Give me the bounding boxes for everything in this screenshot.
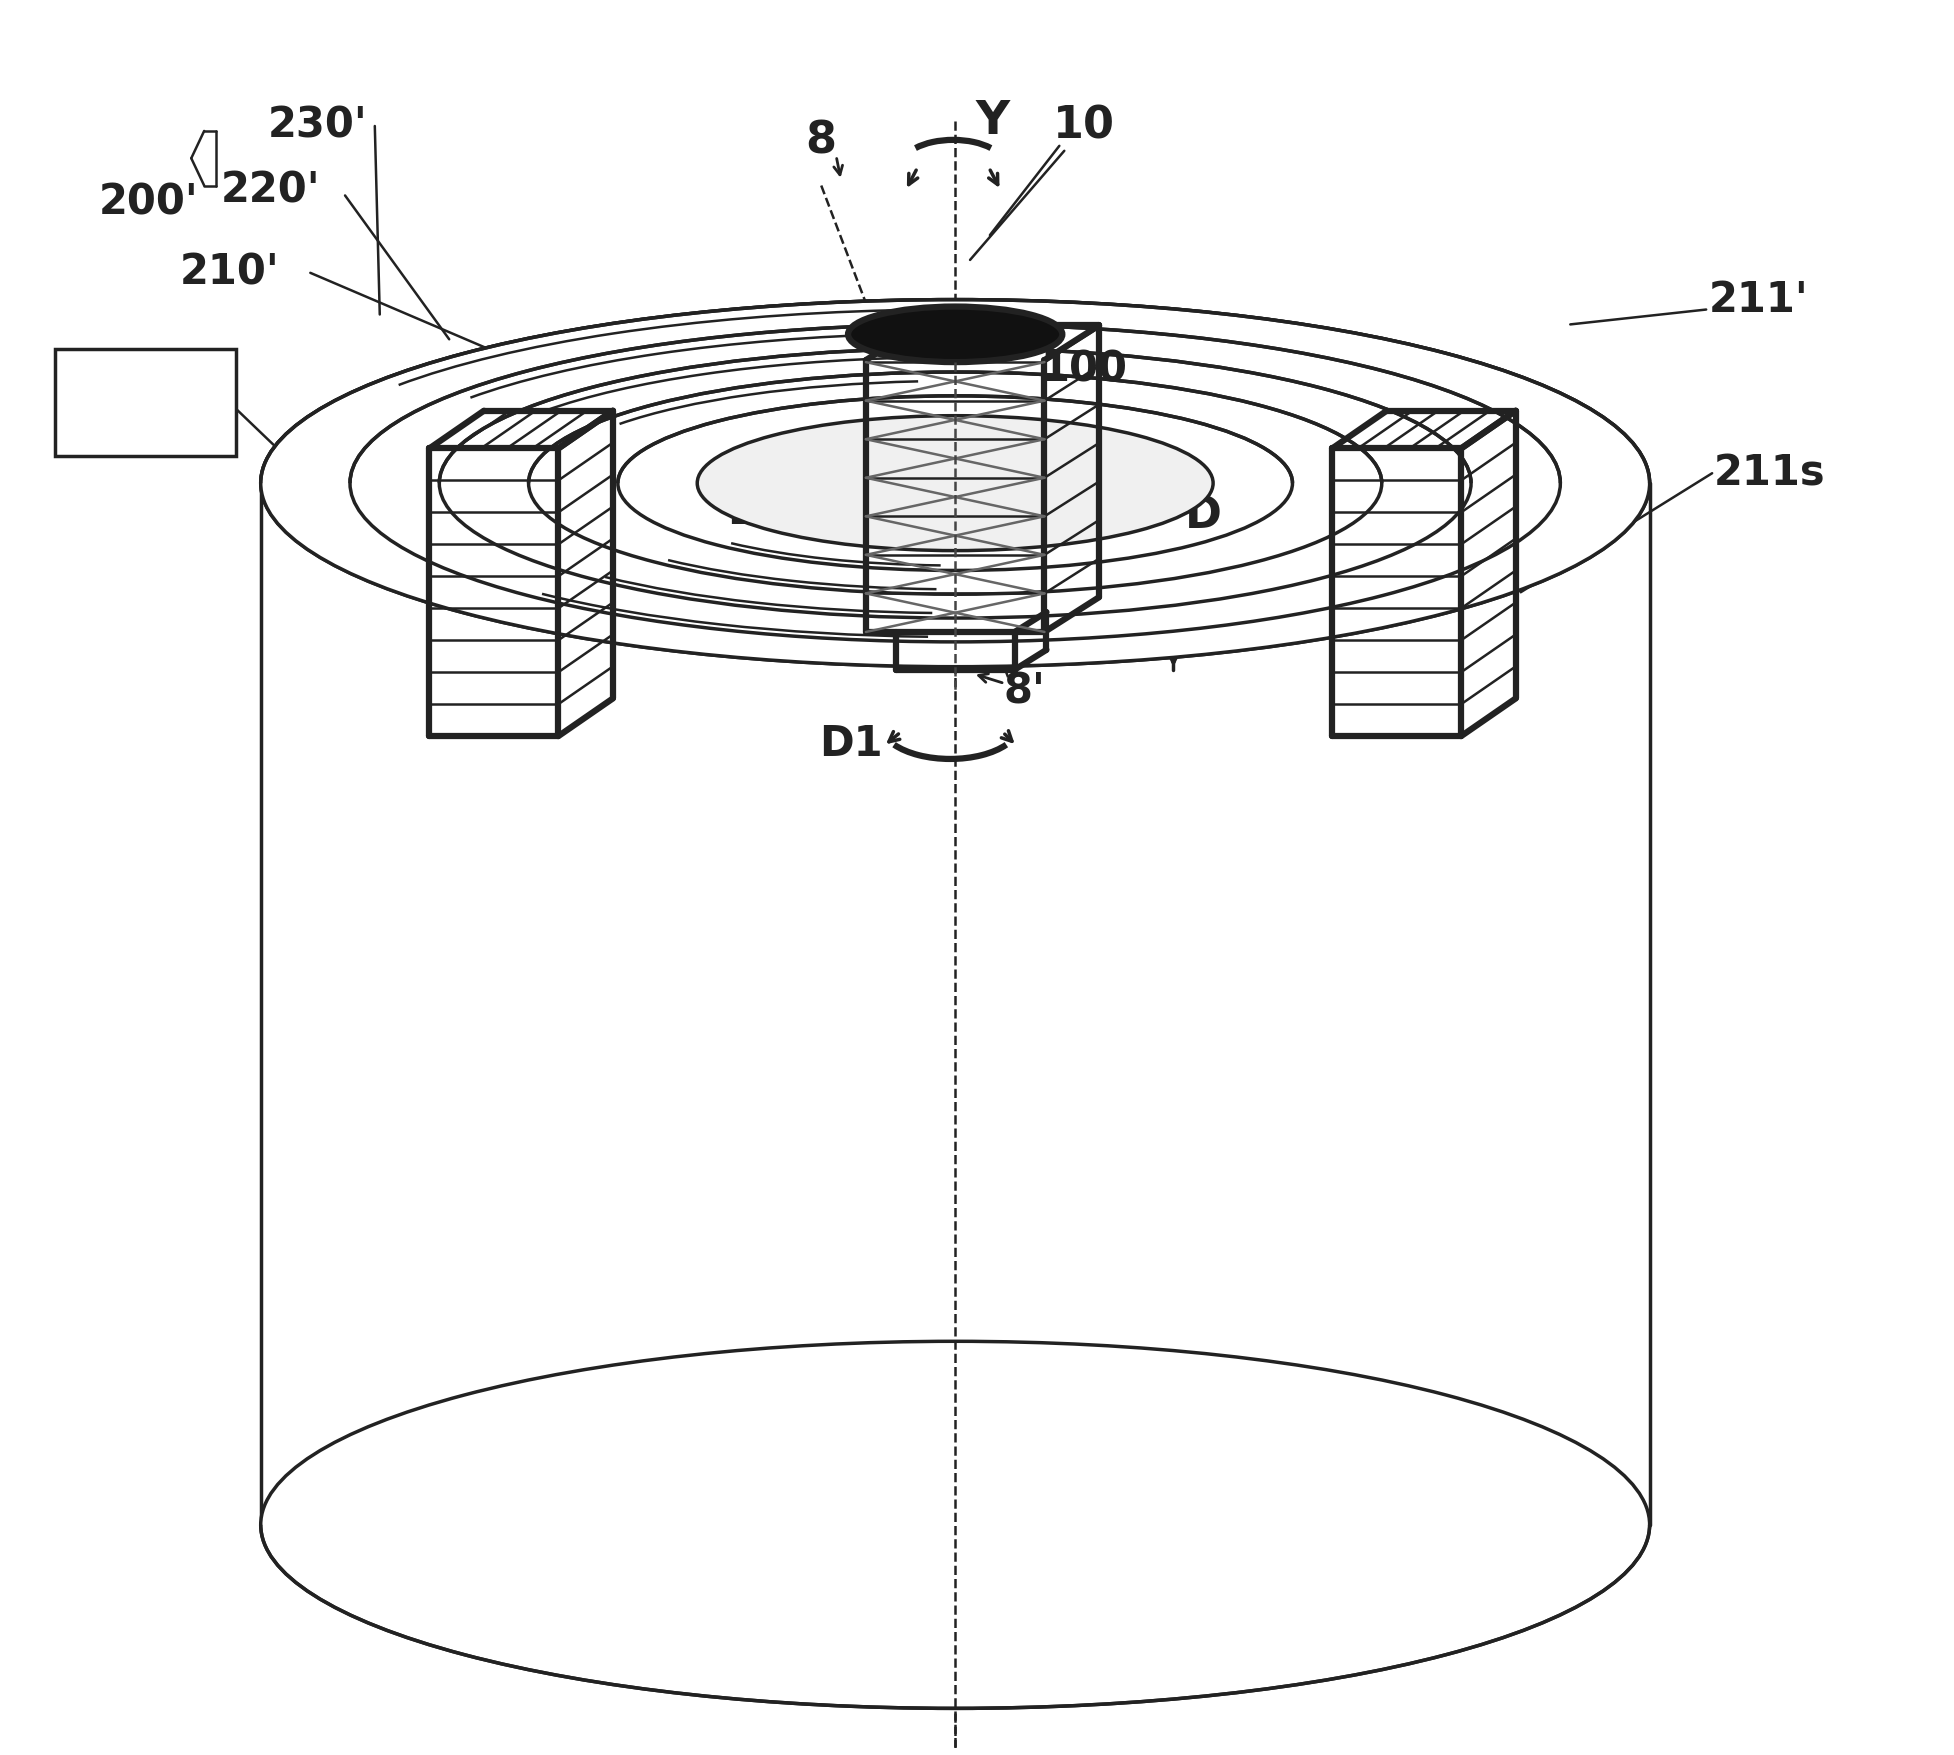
Ellipse shape — [260, 300, 1649, 667]
Ellipse shape — [617, 397, 1292, 570]
Ellipse shape — [848, 307, 1063, 362]
Text: 220': 220' — [221, 170, 320, 212]
Ellipse shape — [698, 416, 1213, 551]
Text: 240': 240' — [100, 402, 191, 441]
Text: 211s: 211s — [1714, 453, 1825, 495]
Text: 230': 230' — [268, 105, 367, 147]
Text: D: D — [1184, 495, 1221, 537]
Text: Y: Y — [975, 98, 1010, 144]
Ellipse shape — [350, 325, 1561, 642]
Text: 211': 211' — [1710, 279, 1809, 321]
Text: D1: D1 — [819, 723, 883, 765]
Ellipse shape — [440, 347, 1471, 618]
Text: 210': 210' — [180, 251, 279, 293]
Ellipse shape — [530, 372, 1381, 595]
Ellipse shape — [260, 1341, 1649, 1708]
Text: 8': 8' — [1004, 670, 1045, 713]
Text: 10: 10 — [1053, 105, 1116, 147]
Text: 100: 100 — [1041, 347, 1127, 390]
Ellipse shape — [260, 300, 1649, 667]
Text: 200': 200' — [100, 181, 199, 223]
Text: heater: heater — [82, 363, 209, 400]
Bar — [55, 349, 236, 456]
Text: 100: 100 — [727, 491, 813, 534]
Text: 8: 8 — [805, 119, 836, 163]
